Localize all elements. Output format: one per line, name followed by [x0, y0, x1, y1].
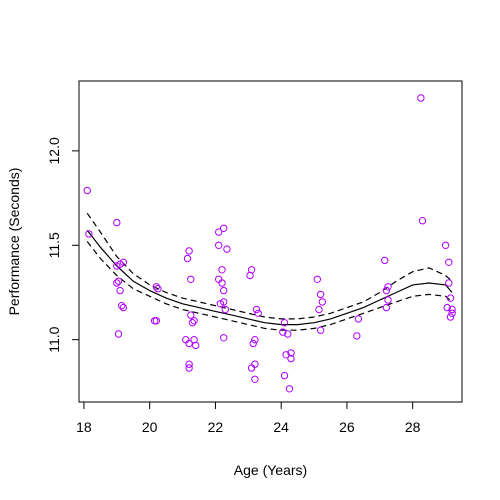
data-point: [287, 354, 295, 363]
data-point: [187, 275, 195, 283]
data-point: [443, 303, 451, 312]
data-point: [280, 319, 289, 327]
data-point: [353, 332, 361, 340]
data-point: [254, 309, 262, 317]
data-point: [154, 285, 162, 293]
data-point: [116, 286, 124, 295]
x-tick-label: 24: [273, 419, 289, 435]
data-point: [446, 313, 455, 321]
data-point: [192, 341, 200, 350]
confidence-band-line: [86, 241, 453, 331]
data-point: [446, 294, 455, 302]
data-point: [448, 309, 456, 317]
plot-box: [78, 80, 463, 403]
data-point: [316, 290, 325, 299]
data-point: [113, 218, 121, 227]
data-point: [384, 296, 392, 304]
y-tick-label: 11.0: [46, 326, 62, 352]
data-point: [315, 305, 323, 314]
data-point: [215, 241, 223, 250]
data-point: [187, 311, 195, 319]
data-point: [185, 339, 193, 348]
confidence-band-line: [86, 212, 453, 320]
data-point: [318, 298, 326, 306]
data-point: [251, 375, 259, 383]
data-point: [113, 279, 121, 287]
smooth-fit-line: [86, 229, 453, 326]
data-point: [445, 258, 453, 266]
data-point: [251, 336, 259, 344]
data-point: [418, 217, 427, 225]
y-axis: 11.0 11.5 12.0: [46, 137, 80, 353]
data-point: [285, 385, 294, 393]
data-point: [152, 283, 161, 291]
x-tick-label: 28: [405, 419, 421, 435]
data-point: [220, 334, 228, 342]
data-point: [83, 186, 91, 195]
data-point: [221, 305, 230, 314]
data-point: [223, 245, 231, 253]
data-point: [114, 277, 123, 285]
x-tick-label: 18: [76, 419, 92, 435]
data-points: [83, 94, 456, 393]
data-point: [287, 349, 295, 357]
data-point: [218, 266, 226, 274]
data-point: [220, 224, 228, 233]
data-point: [382, 286, 391, 295]
data-point: [252, 305, 261, 314]
data-point: [441, 241, 450, 250]
data-point: [251, 360, 259, 368]
data-point: [382, 303, 391, 312]
data-point: [381, 256, 389, 265]
data-point: [185, 364, 193, 372]
x-tick-label: 20: [142, 419, 158, 435]
data-point: [152, 317, 161, 325]
data-point: [185, 247, 193, 255]
x-axis-label: Age (Years): [234, 462, 307, 478]
data-point: [445, 279, 453, 287]
data-point: [279, 328, 287, 336]
data-point: [114, 330, 123, 338]
data-point: [185, 360, 193, 368]
data-point: [188, 319, 197, 327]
data-point: [313, 275, 321, 283]
data-point: [220, 286, 228, 295]
x-tick-label: 26: [339, 419, 355, 435]
data-point: [215, 228, 223, 236]
data-point: [417, 94, 425, 102]
data-point: [119, 258, 128, 266]
data-point: [246, 271, 254, 280]
y-axis-label: Performance (Seconds): [6, 168, 22, 316]
data-point: [119, 303, 128, 312]
data-point: [354, 315, 363, 323]
data-point: [190, 317, 198, 325]
data-point: [249, 339, 257, 348]
data-point: [384, 283, 392, 291]
data-point: [316, 326, 325, 334]
fit-lines: [86, 212, 453, 331]
data-point: [215, 275, 223, 283]
data-point: [282, 351, 290, 359]
data-point: [284, 330, 292, 338]
y-tick-label: 12.0: [46, 137, 62, 164]
data-point: [220, 298, 228, 306]
data-point: [280, 371, 289, 380]
data-point: [448, 305, 456, 314]
data-point: [85, 230, 93, 238]
y-tick-label: 11.5: [46, 232, 62, 258]
x-axis: 18 20 22 24 26 28: [76, 401, 421, 435]
x-tick-label: 22: [208, 419, 224, 435]
data-point: [118, 302, 126, 310]
data-point: [183, 254, 192, 263]
